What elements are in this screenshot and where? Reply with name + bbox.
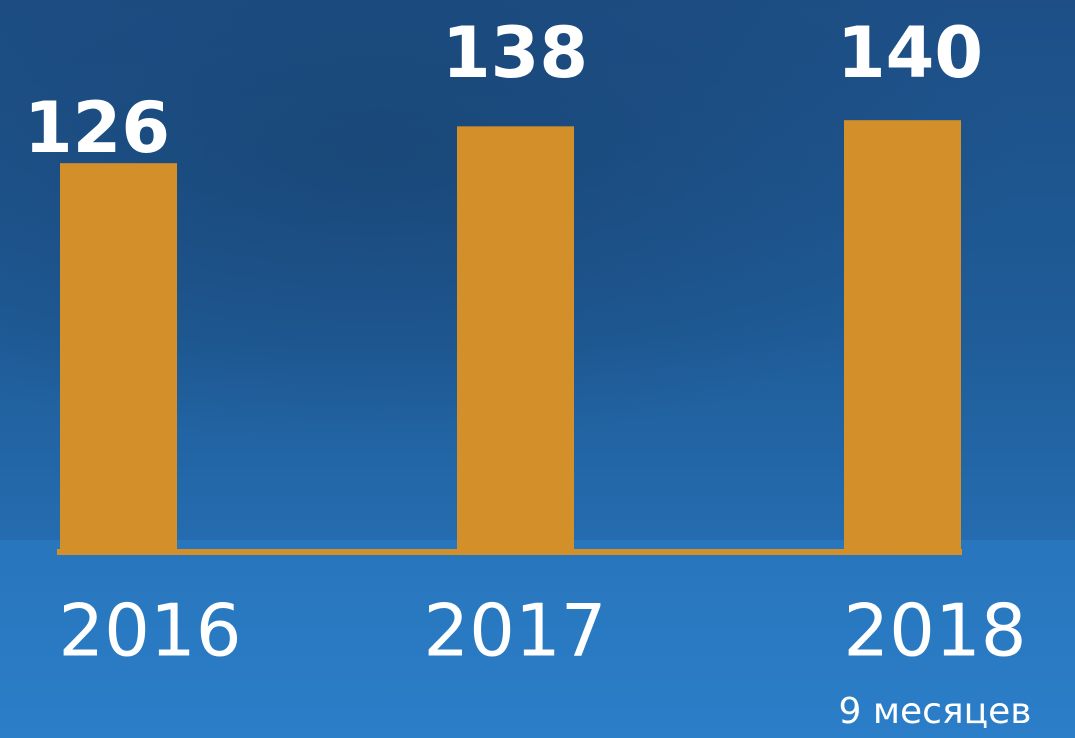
value-label: 140: [837, 12, 983, 94]
bar: [844, 120, 961, 550]
bar: [60, 163, 177, 550]
annotation: 9 месяцев: [839, 691, 1032, 732]
category-label: 2018: [843, 589, 1026, 673]
value-label: 126: [24, 87, 170, 169]
bar: [457, 126, 574, 550]
category-label: 2017: [423, 589, 606, 673]
value-label: 138: [442, 12, 588, 94]
page: 9 месяцев 126201613820171402018 (() => {…: [0, 0, 1075, 738]
category-label: 2016: [58, 589, 241, 673]
chart: 9 месяцев 126 2016 138 2017 140 2018: [0, 0, 1075, 738]
